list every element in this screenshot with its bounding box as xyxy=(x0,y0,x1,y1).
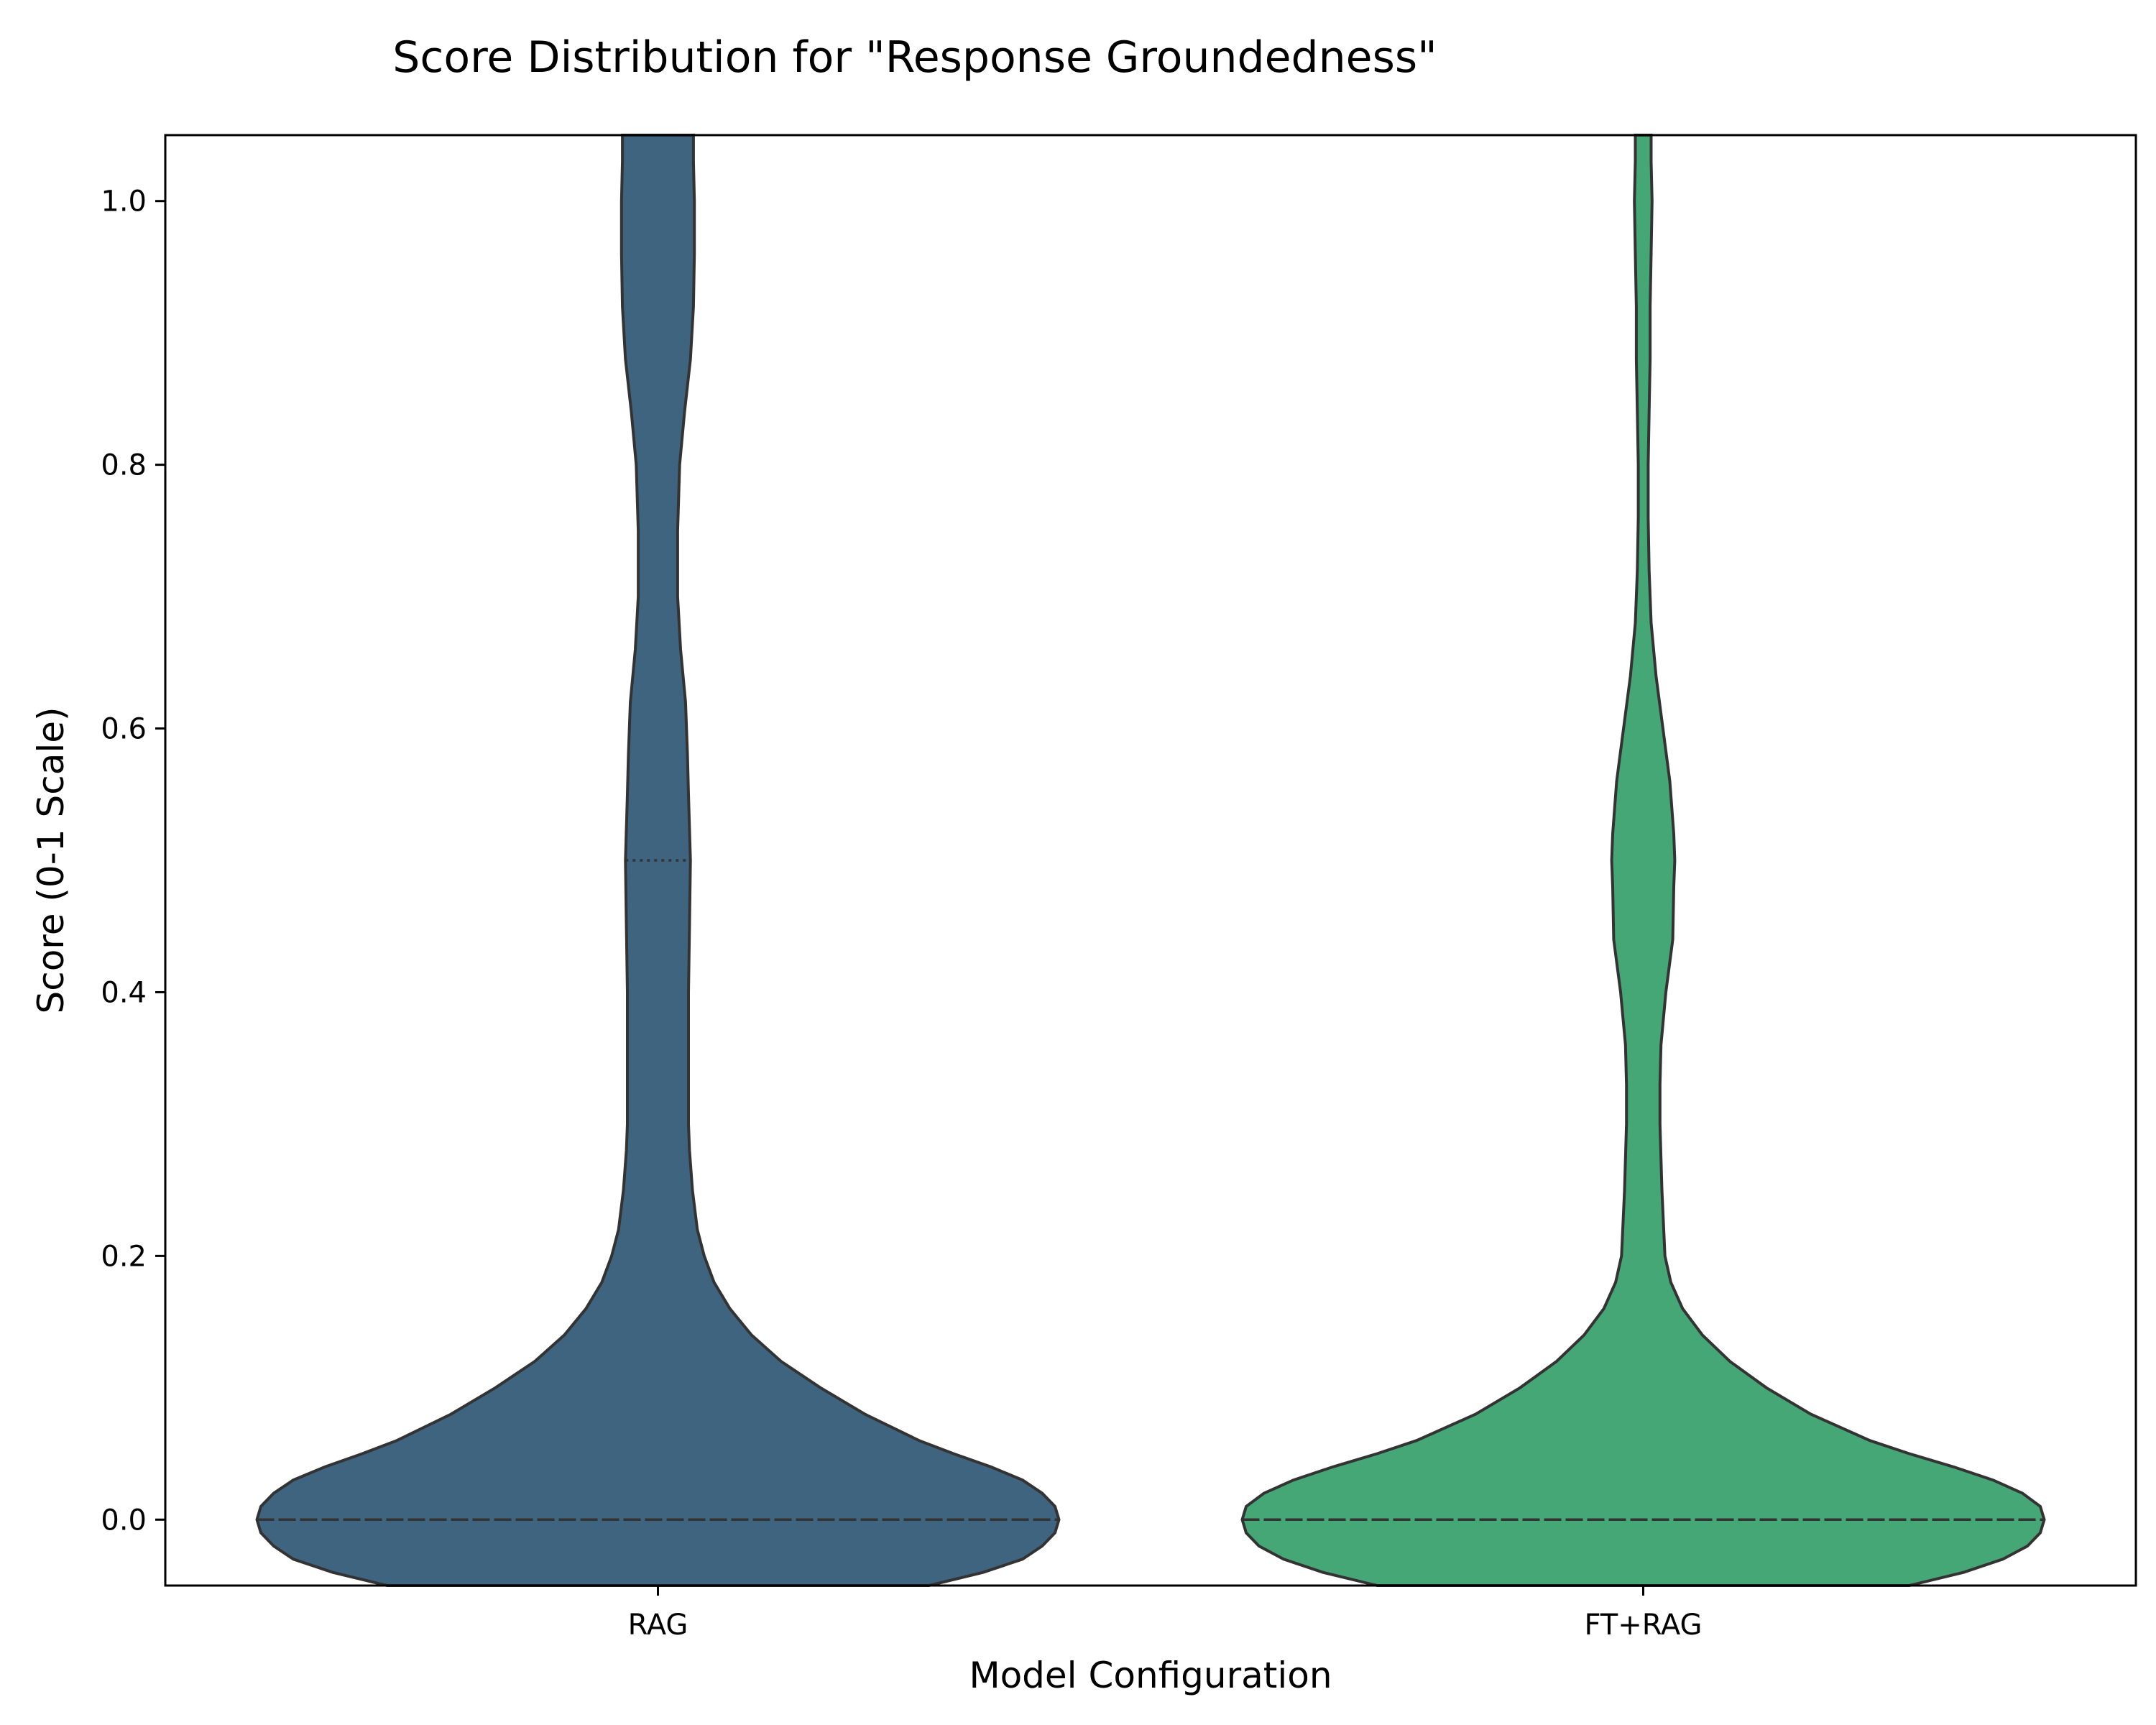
x-axis-ticks: RAG FT+RAG xyxy=(628,1586,1703,1642)
x-tick-label: RAG xyxy=(628,1609,688,1642)
y-tick-label: 0.6 xyxy=(101,713,147,746)
x-axis-label: Model Configuration xyxy=(969,1655,1332,1696)
y-axis-label: Score (0-1 Scale) xyxy=(30,707,72,1013)
y-tick-label: 0.0 xyxy=(101,1504,147,1537)
chart-title: Score Distribution for "Response Grounde… xyxy=(392,32,1437,83)
y-tick-label: 0.8 xyxy=(101,449,147,482)
y-tick-label: 0.2 xyxy=(101,1240,147,1273)
plot-area-frame xyxy=(164,134,2137,1587)
y-tick-label: 0.4 xyxy=(101,976,147,1009)
x-tick-label: FT+RAG xyxy=(1584,1609,1702,1642)
y-axis-ticks: 0.0 0.2 0.4 0.6 0.8 1.0 xyxy=(101,185,165,1537)
y-tick-label: 1.0 xyxy=(101,185,147,218)
